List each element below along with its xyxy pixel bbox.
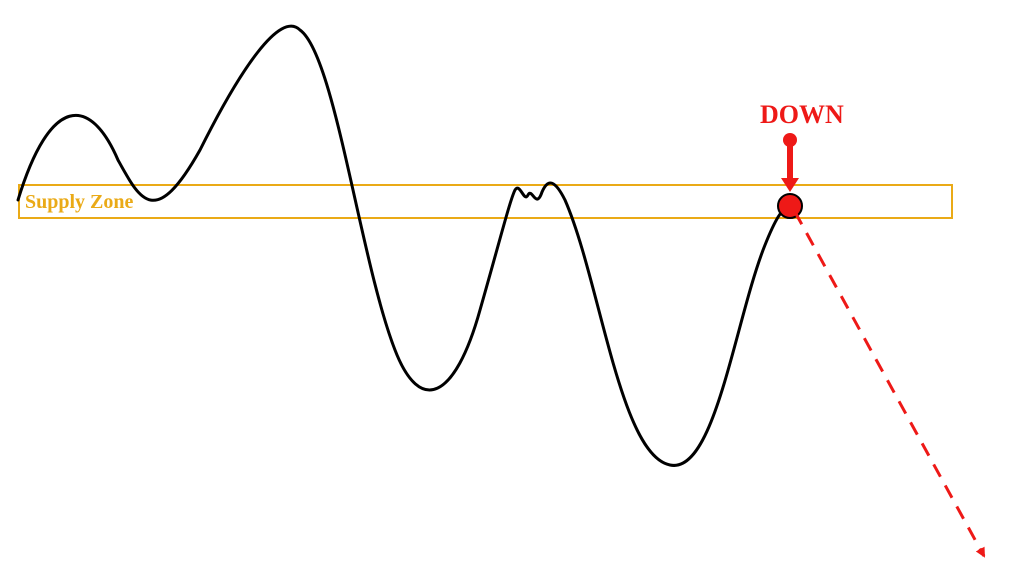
prediction-line — [795, 212, 984, 556]
price-curve — [18, 26, 790, 465]
rejection-marker — [778, 194, 802, 218]
down-arrow-head — [781, 178, 799, 192]
chart-svg — [0, 0, 1012, 581]
diagram-stage: Supply Zone DOWN — [0, 0, 1012, 581]
down-label: DOWN — [760, 100, 844, 130]
